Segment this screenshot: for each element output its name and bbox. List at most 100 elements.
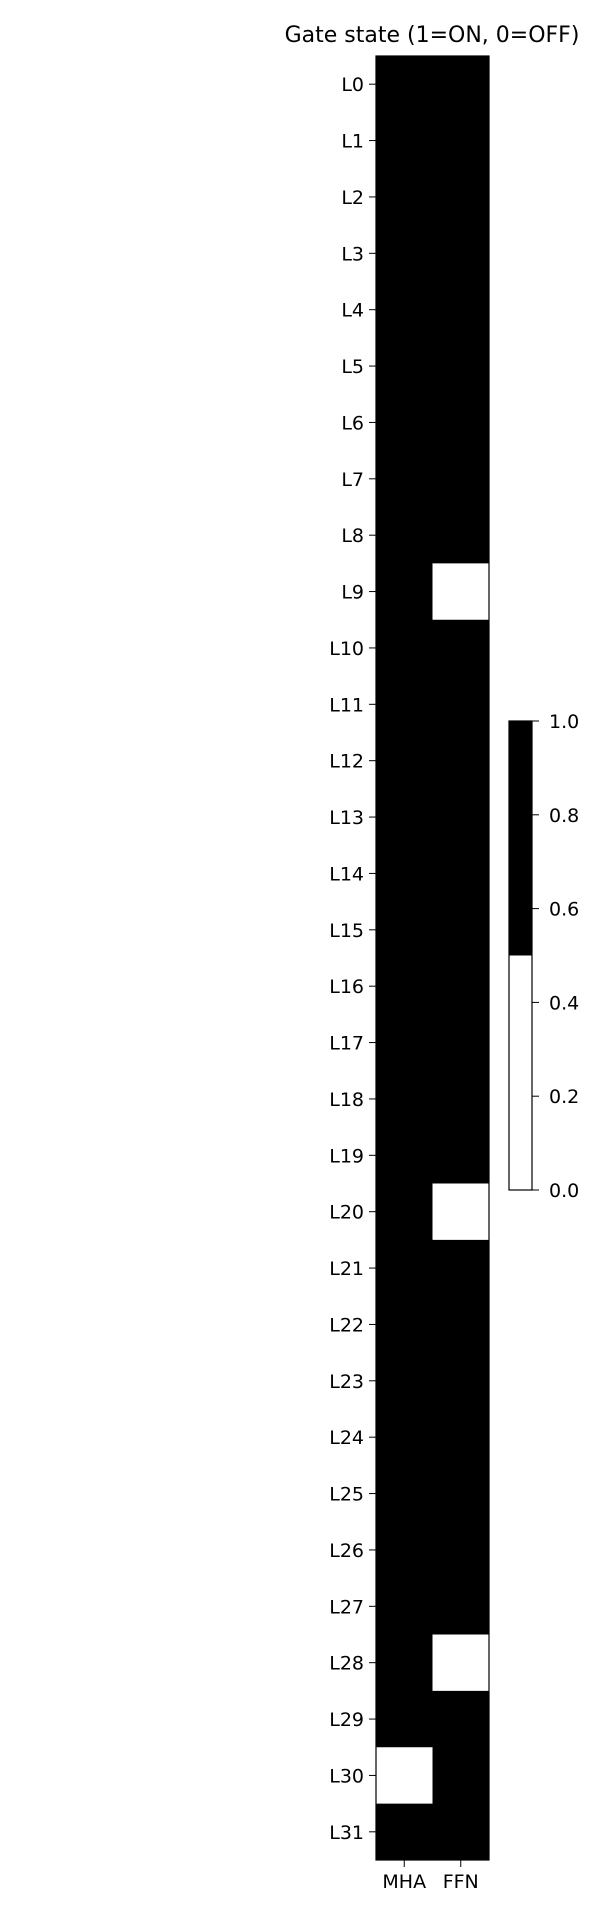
heatmap-cell-L27-FFN	[432, 1578, 490, 1635]
heatmap-cell-L19-MHA	[376, 1127, 433, 1184]
heatmap-cell-L30-FFN	[432, 1747, 490, 1805]
heatmap-cell-L0-MHA	[376, 56, 433, 113]
row-tick-label: L14	[329, 863, 364, 885]
heatmap-cell-L13-FFN	[432, 788, 490, 846]
row-tick-label: L15	[329, 920, 364, 942]
heatmap-cell-L23-FFN	[432, 1352, 490, 1410]
heatmap-cell-L31-FFN	[432, 1803, 490, 1861]
heatmap-cell-L26-FFN	[432, 1521, 490, 1579]
heatmap-cell-L8-FFN	[432, 507, 490, 564]
row-tick-label: L18	[329, 1089, 364, 1111]
heatmap-cell-L5-MHA	[376, 337, 433, 395]
heatmap-cell-L3-MHA	[376, 225, 433, 282]
row-tick-label: L5	[341, 356, 364, 378]
row-tick-label: L11	[329, 694, 364, 716]
row-tick-label: L17	[329, 1033, 364, 1055]
row-tick-label: L1	[341, 131, 364, 153]
heatmap-cell-L28-MHA	[376, 1634, 433, 1692]
row-tick-label: L29	[329, 1709, 364, 1731]
heatmap-cell-L28-FFN	[432, 1634, 490, 1692]
row-tick-label: L12	[329, 751, 364, 773]
heatmap-cell-L0-FFN	[432, 56, 490, 113]
colorbar-on-segment	[509, 721, 532, 956]
row-tick-label: L31	[329, 1822, 364, 1844]
row-tick-label: L30	[329, 1765, 364, 1787]
colorbar-tick-label: 0.4	[549, 992, 579, 1014]
row-tick-label: L20	[329, 1202, 364, 1224]
row-tick-label: L24	[329, 1427, 364, 1449]
heatmap-cell-L2-FFN	[432, 168, 490, 226]
heatmap-cell-L9-MHA	[376, 563, 433, 621]
row-tick-label: L7	[341, 469, 364, 491]
heatmap-cell-L1-FFN	[432, 112, 490, 170]
colorbar-frame	[508, 720, 533, 1191]
heatmap-cell-L24-FFN	[432, 1409, 490, 1466]
heatmap-cell-L12-FFN	[432, 732, 490, 790]
row-tick-label: L19	[329, 1145, 364, 1167]
heatmap-cell-L9-FFN	[432, 563, 490, 621]
heatmap-cells	[376, 56, 490, 1861]
colorbar-tick-label: 0.0	[549, 1180, 579, 1202]
heatmap-cell-L29-FFN	[432, 1690, 490, 1748]
heatmap-cell-L10-FFN	[432, 619, 490, 677]
heatmap-cell-L21-MHA	[376, 1239, 433, 1297]
heatmap-cell-L19-FFN	[432, 1127, 490, 1184]
chart-title: Gate state (1=ON, 0=OFF)	[285, 23, 580, 48]
heatmap-cell-L17-MHA	[376, 1014, 433, 1072]
heatmap-cell-L7-MHA	[376, 450, 433, 508]
row-tick-label: L9	[341, 582, 364, 604]
row-tick-label: L16	[329, 976, 364, 998]
colorbar-off-segment	[509, 955, 532, 1190]
column-tick-labels: MHA FFN	[382, 1860, 479, 1893]
heatmap-cell-L26-MHA	[376, 1521, 433, 1579]
heatmap-cell-L21-FFN	[432, 1239, 490, 1297]
heatmap-cell-L5-FFN	[432, 337, 490, 395]
heatmap-cell-L18-MHA	[376, 1070, 433, 1128]
heatmap-cell-L22-FFN	[432, 1296, 490, 1354]
row-tick-label: L0	[341, 74, 364, 96]
heatmap-cell-L14-MHA	[376, 845, 433, 903]
row-tick-label: L13	[329, 807, 364, 829]
column-tick-label: MHA	[382, 1871, 426, 1893]
row-tick-label: L8	[341, 525, 364, 547]
heatmap-cell-L4-MHA	[376, 281, 433, 339]
heatmap-cell-L17-FFN	[432, 1014, 490, 1072]
heatmap-cell-L13-MHA	[376, 788, 433, 846]
heatmap-cell-L20-MHA	[376, 1183, 433, 1241]
heatmap-cell-L24-MHA	[376, 1409, 433, 1466]
row-tick-label: L28	[329, 1653, 364, 1675]
row-tick-label: L27	[329, 1596, 364, 1618]
row-tick-label: L6	[341, 412, 364, 434]
heatmap-cell-L6-FFN	[432, 394, 490, 452]
heatmap-cell-L29-MHA	[376, 1690, 433, 1748]
colorbar-tick-label: 0.6	[549, 899, 579, 921]
heatmap-cell-L2-MHA	[376, 168, 433, 226]
heatmap-cell-L6-MHA	[376, 394, 433, 452]
row-tick-label: L2	[341, 187, 364, 209]
heatmap-cell-L7-FFN	[432, 450, 490, 508]
heatmap-cell-L25-FFN	[432, 1465, 490, 1523]
heatmap-frame	[375, 55, 490, 1861]
heatmap-cell-L23-MHA	[376, 1352, 433, 1410]
heatmap-cell-L25-MHA	[376, 1465, 433, 1523]
heatmap-cell-L18-FFN	[432, 1070, 490, 1128]
heatmap-cell-L10-MHA	[376, 619, 433, 677]
heatmap-cell-L11-FFN	[432, 676, 490, 733]
colorbar-tick-label: 0.8	[549, 805, 579, 827]
row-tick-label: L10	[329, 638, 364, 660]
heatmap-cell-L22-MHA	[376, 1296, 433, 1354]
heatmap-cell-L16-MHA	[376, 958, 433, 1015]
heatmap-cell-L31-MHA	[376, 1803, 433, 1861]
heatmap-cell-L27-MHA	[376, 1578, 433, 1635]
heatmap-cell-L16-FFN	[432, 958, 490, 1015]
heatmap-cell-L8-MHA	[376, 507, 433, 564]
row-tick-label: L25	[329, 1484, 364, 1506]
heatmap-cell-L11-MHA	[376, 676, 433, 733]
row-tick-label: L4	[341, 300, 364, 322]
colorbar: 0.0 0.2 0.4 0.6 0.8 1.0	[508, 711, 579, 1202]
heatmap-cell-L30-MHA	[376, 1747, 433, 1805]
heatmap-cell-L4-FFN	[432, 281, 490, 339]
heatmap-cell-L1-MHA	[376, 112, 433, 170]
heatmap-cell-L3-FFN	[432, 225, 490, 282]
